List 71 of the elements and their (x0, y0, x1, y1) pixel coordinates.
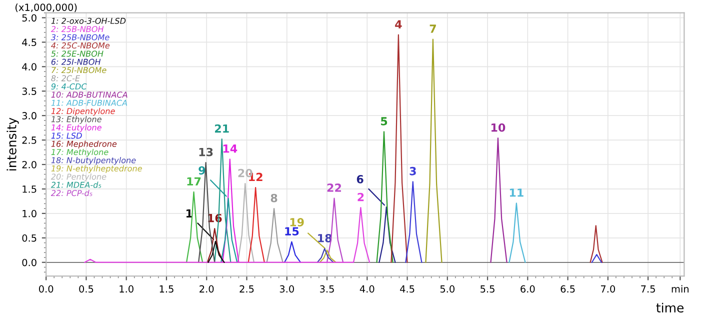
x-tick-label: 5.0 (440, 285, 454, 293)
y-tick-label: 0.0 (22, 258, 36, 266)
x-tick-label: min (672, 285, 689, 292)
text: 17: Methylone (51, 148, 108, 157)
annotation: 4 (395, 20, 402, 28)
x-tick-label: 1.5 (160, 285, 174, 293)
annotation: 2 (358, 192, 364, 202)
y-tick-label: 2.5 (22, 136, 36, 144)
text: 10: ADB-BUTINACA (51, 92, 128, 98)
text: 7: 25I-NBOMe (52, 67, 106, 74)
text: 8: 2C-E (51, 75, 80, 82)
text: 1: 2-oxo-3-OH-LSD (51, 18, 126, 24)
annotation: 19 (290, 218, 304, 226)
annotation: 21 (215, 124, 229, 133)
annotation: 8 (270, 194, 278, 202)
x-tick-label: 0.5 (79, 285, 94, 293)
text: 20: Pentylone (50, 173, 106, 182)
x-tick-label: 7.5 (641, 285, 655, 293)
x-tick-label: 3.5 (320, 285, 334, 293)
annotation: 3 (410, 166, 416, 176)
x-tick-label: 4.0 (360, 285, 374, 293)
text: 19: N-ethylheptedrone (51, 165, 142, 174)
annotation: 14 (223, 144, 238, 153)
text: 22: PCP-d₅ (50, 190, 92, 196)
annotation: 15 (285, 227, 299, 236)
text: 9: 4-CDC (51, 83, 87, 90)
text: 2: 25B-NBOH (50, 26, 104, 32)
y-tick-label: 4.0 (22, 63, 36, 70)
text: 21: MDEA-d₅ (50, 182, 102, 188)
text: 11: ADB-FUBINACA (51, 100, 127, 106)
y-tick-label: 4.5 (22, 38, 36, 46)
annotation: 10 (491, 123, 506, 132)
x-tick-label: 6.5 (560, 285, 575, 293)
y-tick-label: 3.5 (22, 88, 36, 95)
annotation: 22 (327, 184, 341, 192)
text: 5: 25E-NBOH (51, 50, 104, 57)
x-tick-label: 7.0 (601, 285, 616, 293)
y-tick-label: 0.5 (22, 234, 36, 242)
x-tick-label: 1.0 (120, 285, 134, 293)
x-axis-title: time (656, 302, 684, 313)
annotation: 7 (430, 24, 436, 33)
annotation: 5 (380, 117, 388, 126)
x-tick-label: 3.0 (280, 285, 294, 293)
text: (x1,000,000) (16, 3, 77, 12)
annotation: 1 (186, 209, 192, 218)
x-tick-label: 2.5 (240, 285, 254, 293)
y-tick-label: 1.5 (22, 186, 36, 193)
text: 4: 25C-NBOMe (51, 42, 110, 49)
text: 12: Dipentylone (51, 108, 115, 116)
y-tick-label: 1.0 (22, 210, 36, 218)
x-tick-label: 0.0 (38, 285, 54, 293)
annotation: 17 (187, 177, 201, 186)
x-tick-label: 5.5 (480, 285, 494, 293)
text: 18: N-butylpentylone (51, 157, 136, 165)
y-tick-label: 3.0 (22, 112, 36, 120)
text: 16: Mephedrone (51, 140, 117, 148)
x-tick-label: 4.5 (400, 285, 414, 293)
x-tick-label: 2.0 (200, 285, 214, 293)
y-tick-label: 5.0 (22, 14, 36, 22)
y-axis-title: intensity (6, 118, 19, 170)
text: 14: Eutylone (51, 124, 102, 132)
annotation: 11 (510, 188, 524, 197)
annotation: 9 (198, 166, 206, 175)
annotation: 13 (199, 148, 213, 156)
text: 13: Ethylone (51, 116, 102, 124)
annotation: 6 (356, 174, 364, 184)
text: 3: 25B-NBOMe (50, 34, 110, 40)
y-tick-label: 2.0 (22, 160, 36, 168)
text: 15: LSD (51, 132, 82, 139)
x-tick-label: 6.0 (520, 285, 535, 293)
text: 6: 25I-NBOH (51, 58, 101, 65)
